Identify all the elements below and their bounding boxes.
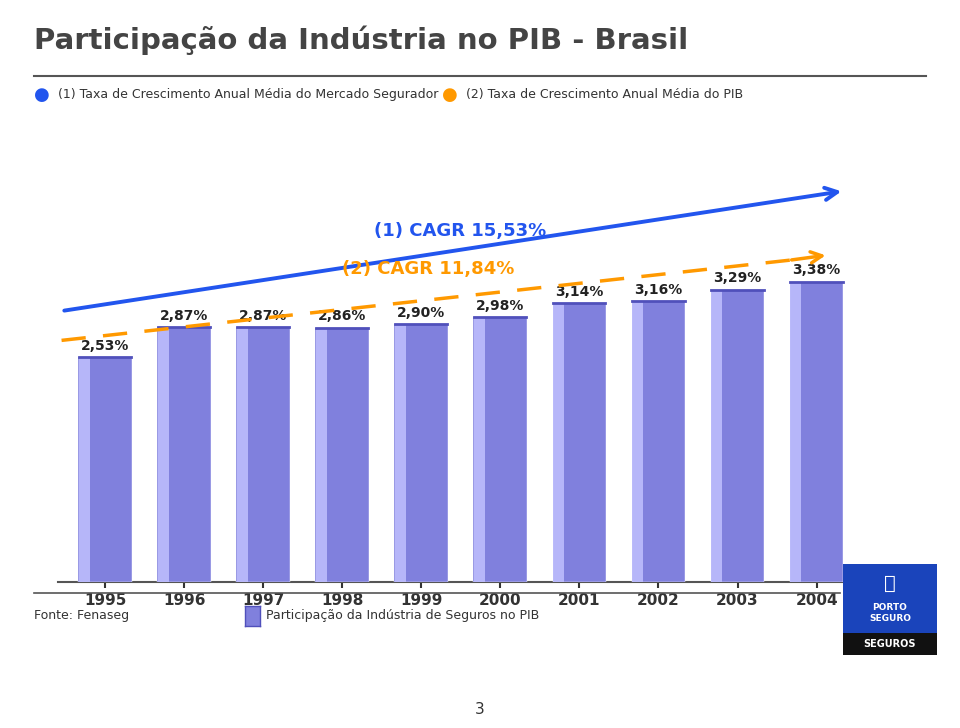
Bar <box>315 328 369 582</box>
Text: 3,14%: 3,14% <box>555 285 604 298</box>
Text: 3: 3 <box>475 703 485 717</box>
Text: (1) Taxa de Crescimento Anual Média do Mercado Segurador: (1) Taxa de Crescimento Anual Média do M… <box>58 88 438 101</box>
Bar <box>790 282 844 582</box>
Text: (2) Taxa de Crescimento Anual Média do PIB: (2) Taxa de Crescimento Anual Média do P… <box>466 88 743 101</box>
Text: PORTO
SEGURO: PORTO SEGURO <box>869 603 911 622</box>
Bar <box>157 327 211 582</box>
Text: ⛵: ⛵ <box>884 574 896 593</box>
Bar <box>236 327 290 582</box>
Text: 3,38%: 3,38% <box>792 264 841 277</box>
Text: (1) CAGR 15,53%: (1) CAGR 15,53% <box>373 222 546 240</box>
Bar <box>396 325 406 582</box>
Text: ●: ● <box>34 86 49 103</box>
Text: (2) CAGR 11,84%: (2) CAGR 11,84% <box>342 260 515 278</box>
Text: Participação da Indústria no PIB - Brasil: Participação da Indústria no PIB - Brasi… <box>34 25 688 55</box>
Bar <box>158 327 169 582</box>
Bar <box>395 325 448 582</box>
Text: 2,86%: 2,86% <box>318 309 367 323</box>
Bar <box>316 328 326 582</box>
Bar <box>632 301 685 582</box>
Bar <box>79 357 89 582</box>
Text: 2,87%: 2,87% <box>160 309 208 323</box>
Bar <box>711 290 722 582</box>
Text: 2,98%: 2,98% <box>476 298 524 313</box>
Text: 2,53%: 2,53% <box>81 339 130 353</box>
Bar <box>633 301 643 582</box>
Bar <box>237 327 248 582</box>
Bar <box>553 303 564 582</box>
Bar <box>473 317 527 582</box>
Bar <box>710 290 764 582</box>
Text: ●: ● <box>442 86 457 103</box>
Text: Fonte: Fenaseg: Fonte: Fenaseg <box>34 609 129 622</box>
Text: 2,90%: 2,90% <box>397 306 445 320</box>
Text: 2,87%: 2,87% <box>239 309 287 323</box>
Text: 3,16%: 3,16% <box>635 282 683 297</box>
Bar <box>474 317 485 582</box>
Bar <box>78 357 132 582</box>
Bar <box>553 303 607 582</box>
Text: SEGUROS: SEGUROS <box>864 639 916 649</box>
Text: Participação da Indústria de Seguros no PIB: Participação da Indústria de Seguros no … <box>266 609 540 622</box>
Bar <box>790 282 802 582</box>
Text: 3,29%: 3,29% <box>713 272 761 285</box>
